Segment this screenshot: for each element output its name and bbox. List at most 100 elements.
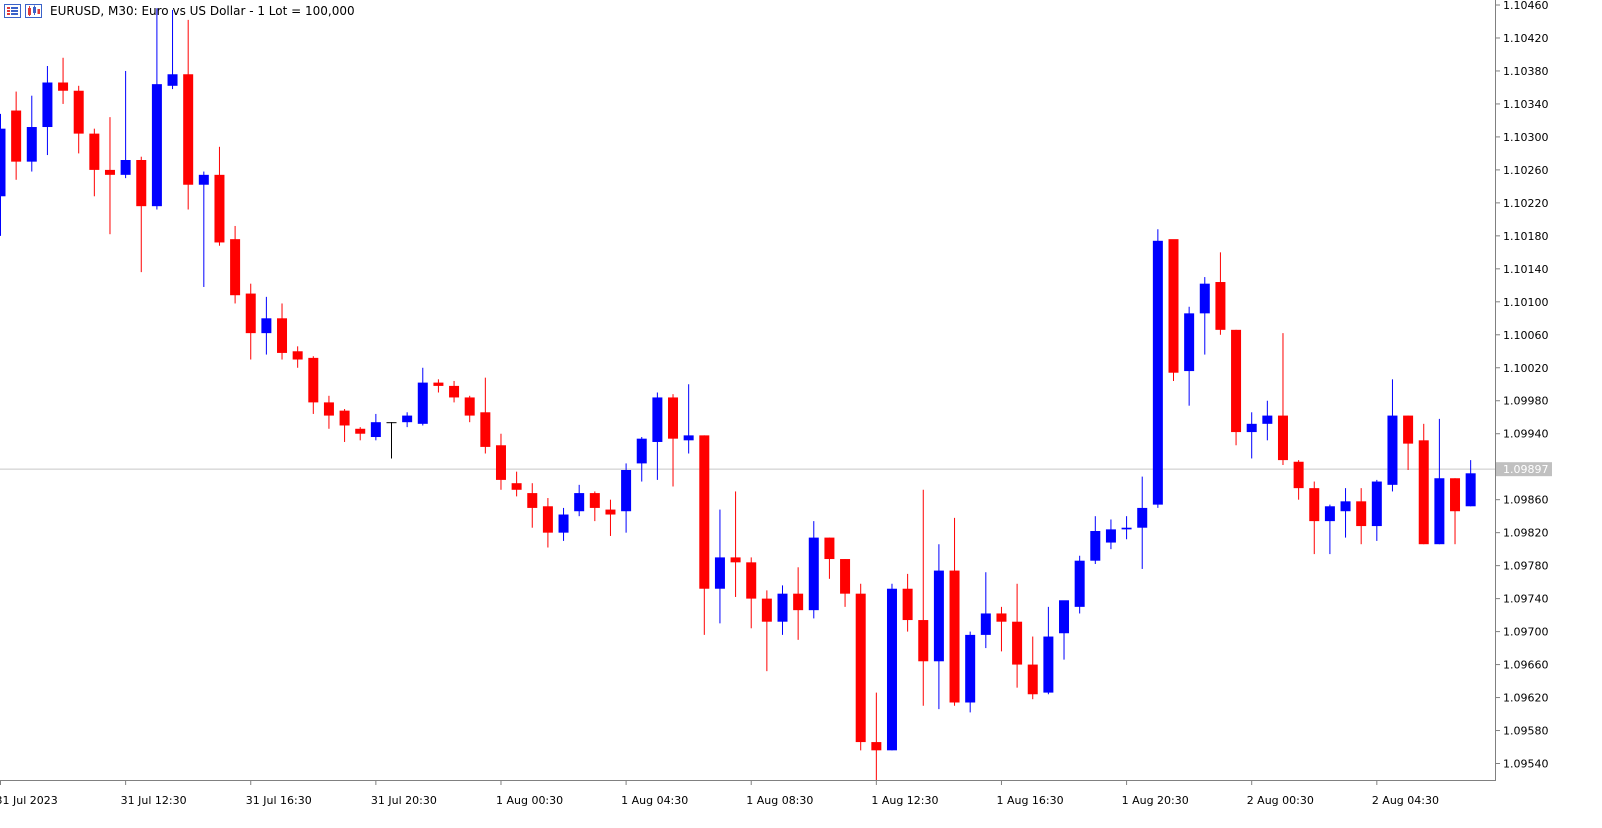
y-tick-label: 1.09980 [1503, 395, 1549, 408]
candle-body [902, 588, 913, 621]
candle [918, 489, 929, 706]
candle-body [1090, 531, 1101, 561]
candle [1121, 516, 1132, 540]
candle-body [621, 470, 632, 512]
candle [151, 8, 162, 210]
y-tick-label: 1.09740 [1503, 593, 1549, 606]
candle [495, 433, 506, 490]
candle [746, 557, 757, 629]
y-tick-label: 1.09540 [1503, 758, 1549, 771]
candle [668, 394, 679, 487]
candle [136, 156, 147, 273]
candle-body [355, 428, 366, 434]
candle [214, 146, 225, 246]
candle [1137, 476, 1148, 569]
candle [1434, 418, 1445, 545]
y-tick-label: 1.10420 [1503, 32, 1549, 45]
x-tick-label: 1 Aug 00:30 [496, 794, 563, 807]
candle [58, 57, 69, 104]
candle [1277, 333, 1288, 466]
candle [980, 572, 991, 649]
candle-body [1418, 440, 1429, 545]
chart-window-icon[interactable] [25, 4, 42, 18]
y-tick-label: 1.10380 [1503, 65, 1549, 78]
candle [26, 95, 37, 172]
candle-body [464, 397, 475, 416]
x-tick-label: 31 Jul 20:30 [371, 794, 437, 807]
candle [1418, 423, 1429, 545]
candle-body [1262, 415, 1273, 424]
candle [1387, 379, 1398, 492]
candle-body [151, 84, 162, 207]
candle [965, 631, 976, 713]
candle-body [73, 90, 84, 134]
candle-body [230, 239, 241, 296]
candle [198, 171, 209, 287]
candle-body [1199, 283, 1210, 314]
current-price-label: 1.09897 [1503, 463, 1549, 476]
candle [1105, 519, 1116, 550]
candle [949, 517, 960, 706]
y-tick-label: 1.09860 [1503, 494, 1549, 507]
candle [542, 498, 553, 548]
candle-body [1293, 461, 1304, 489]
candle-body [1403, 415, 1414, 444]
candle-body [1012, 621, 1023, 665]
y-tick-label: 1.09700 [1503, 626, 1549, 639]
candle-body [167, 74, 178, 86]
candle-body [433, 382, 444, 386]
y-tick-label: 1.10340 [1503, 98, 1549, 111]
candle [1246, 412, 1257, 459]
candles-group [0, 8, 1476, 780]
candle-body [605, 509, 616, 515]
candle-body [980, 613, 991, 635]
candle [902, 573, 913, 632]
axes-group: 1.10460 1.10420 1.10380 1.10340 1.10300 1.102… [0, 0, 1552, 807]
candle [167, 9, 178, 90]
y-tick-label: 1.10100 [1503, 296, 1549, 309]
candle [699, 435, 710, 635]
candle-body [1105, 529, 1116, 543]
candle [855, 583, 866, 751]
candle-body [777, 593, 788, 622]
candle [1356, 488, 1367, 545]
candle-body [1152, 240, 1163, 505]
candle-body [683, 435, 694, 441]
candle-body [1137, 507, 1148, 528]
candle [1324, 504, 1335, 555]
candle-body [636, 438, 647, 464]
candle-body [1043, 636, 1054, 693]
candle-body [1059, 600, 1070, 634]
candle [808, 521, 819, 619]
candle [621, 463, 632, 533]
candle-body [261, 318, 272, 334]
candle [558, 507, 569, 541]
candle [104, 117, 115, 235]
list-icon[interactable] [4, 4, 21, 18]
candle [1184, 306, 1195, 406]
candle [277, 303, 288, 360]
candle-body [714, 557, 725, 589]
candle [386, 422, 397, 459]
candle-body [245, 293, 256, 334]
candle [308, 356, 319, 414]
candle [605, 499, 616, 536]
candle [589, 491, 600, 522]
y-tick-label: 1.10300 [1503, 131, 1549, 144]
x-tick-label: 2 Aug 00:30 [1247, 794, 1314, 807]
candle [933, 544, 944, 710]
candle [840, 559, 851, 607]
candle [1450, 478, 1461, 545]
candle [480, 377, 491, 454]
candle [683, 384, 694, 454]
candle [871, 692, 882, 780]
candle-body [417, 382, 428, 424]
candle [433, 379, 444, 393]
y-tick-label: 1.10180 [1503, 230, 1549, 243]
candle [183, 19, 194, 210]
candle [1059, 600, 1070, 660]
candle-body [1356, 501, 1367, 527]
candle-body [214, 174, 225, 243]
candle-body [699, 435, 710, 589]
